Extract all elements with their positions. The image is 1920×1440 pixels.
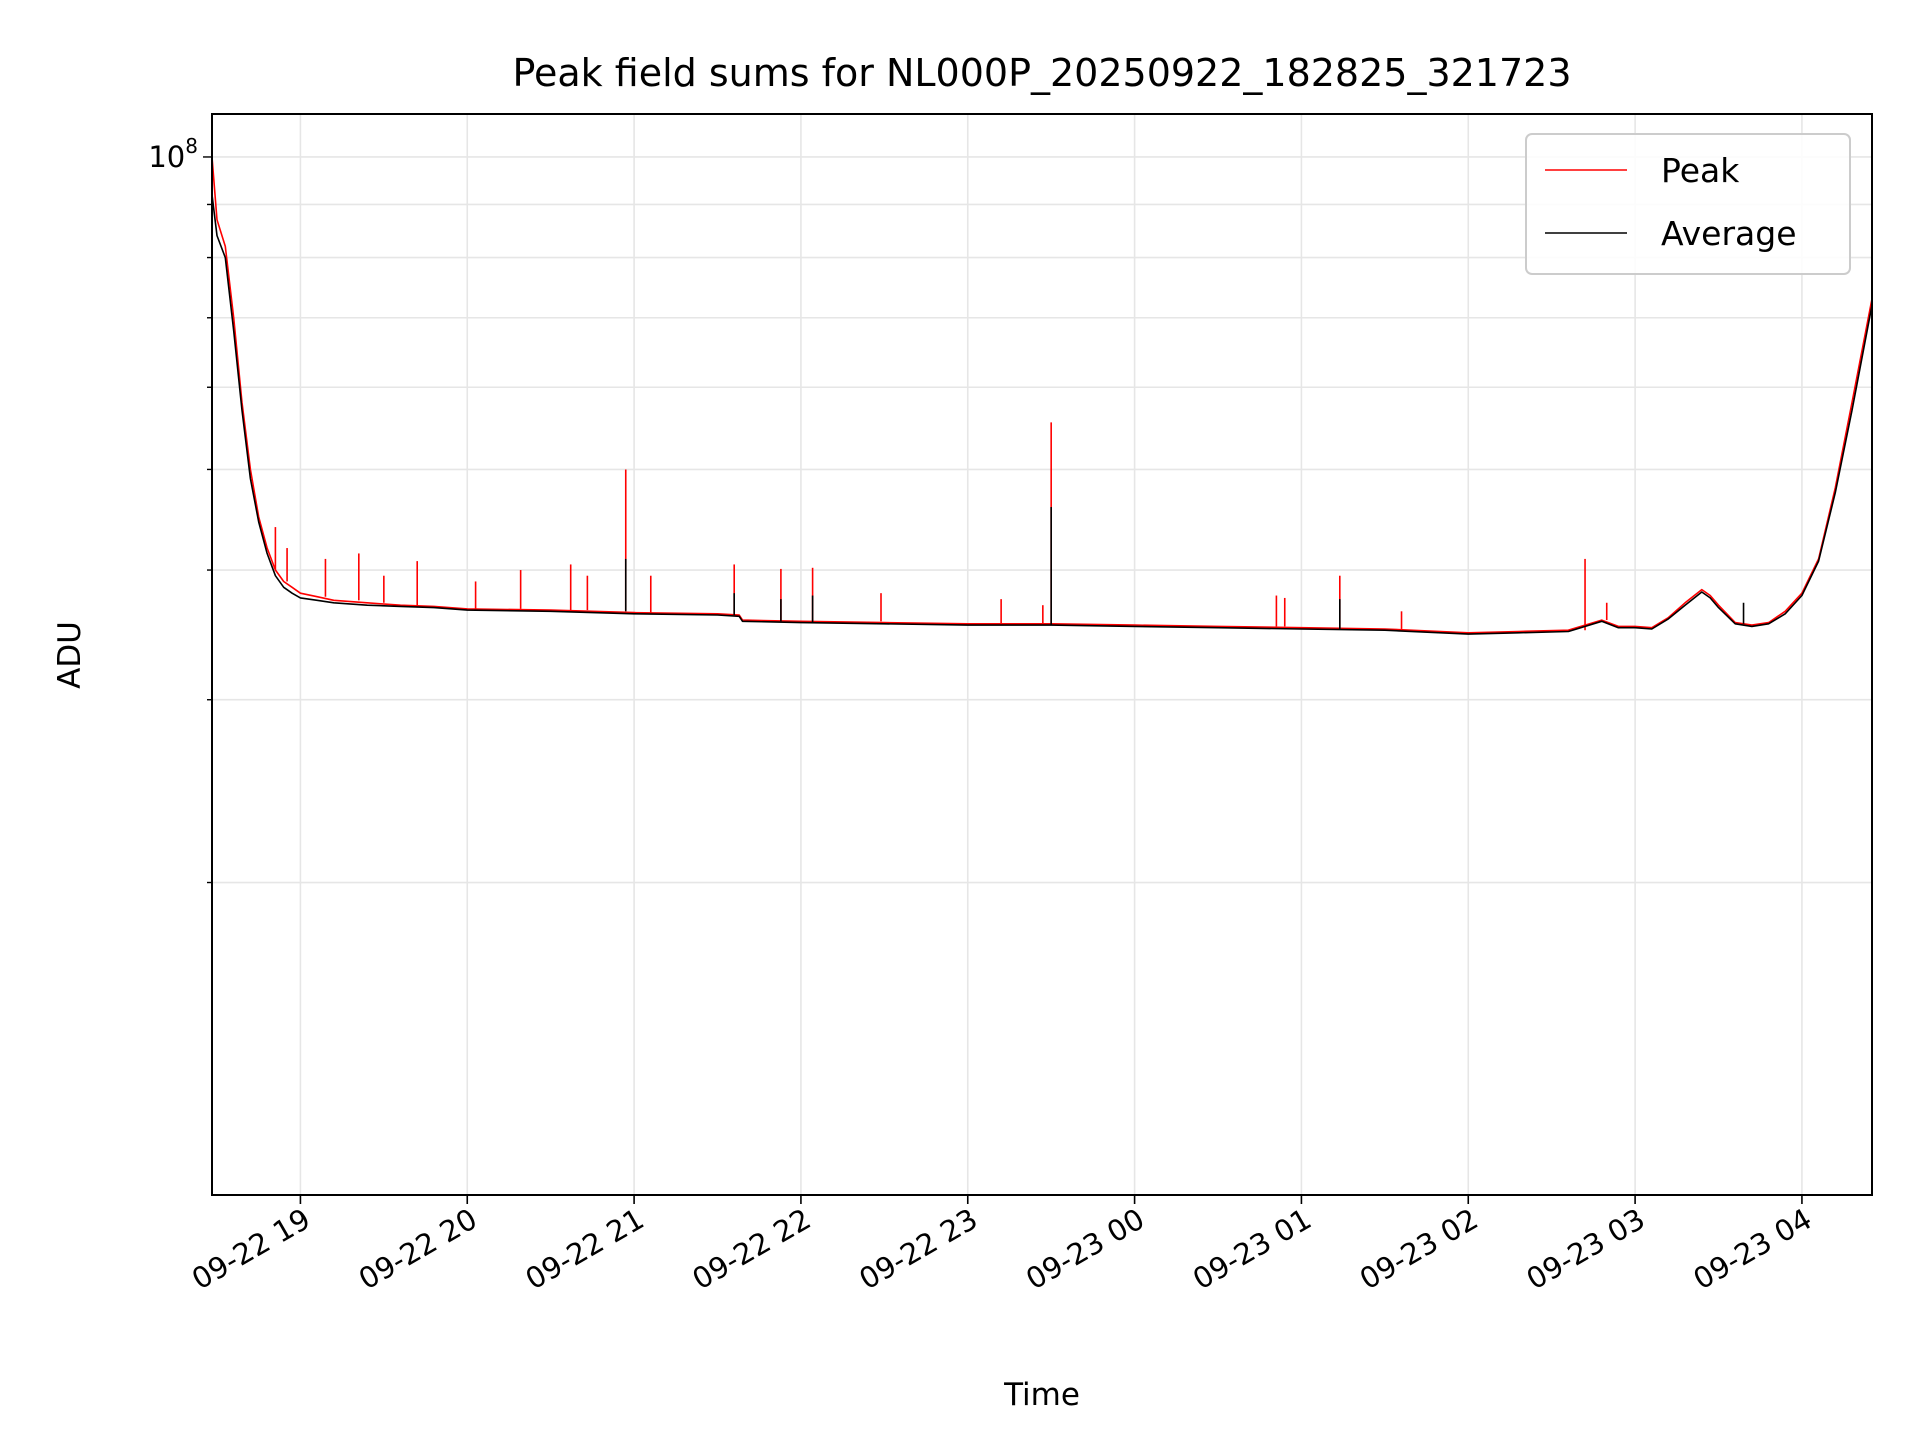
legend: Peak Average [1525,133,1851,275]
y-axis-label: ADU [52,621,88,689]
average-series-line [211,194,1873,635]
plot-frame [211,113,1873,1196]
y-tick-label-exponent: 8 [185,134,198,158]
legend-average-label: Average [1661,214,1797,253]
peak-series-line [211,156,1873,634]
y-tick-label-base: 10 [148,140,185,174]
y-tick-label: 108 [148,134,198,174]
data-layer [211,156,1873,635]
chart-title: Peak field sums for NL000P_20250922_1828… [512,51,1571,95]
x-axis-label: Time [1003,1377,1080,1413]
legend-box [1525,133,1851,275]
legend-peak-label: Peak [1661,151,1740,190]
